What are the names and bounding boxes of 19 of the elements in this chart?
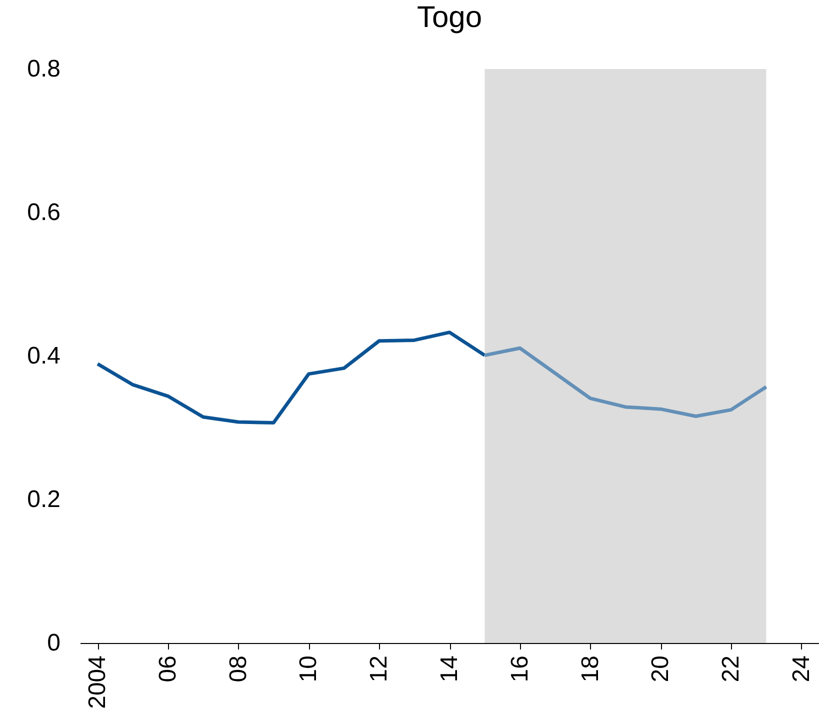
- x-tick-label: 2004: [84, 656, 112, 709]
- x-tick-label: 08: [224, 656, 252, 682]
- line-series: [482, 346, 768, 418]
- y-tick-label: 0.2: [27, 486, 60, 513]
- x-tick-label: 24: [788, 656, 815, 682]
- x-tick-label: 20: [647, 656, 674, 682]
- x-tick-label: 06: [154, 656, 182, 682]
- y-tick-label: 0.4: [27, 342, 60, 370]
- x-tick-label: 12: [366, 656, 393, 682]
- line-series: [96, 330, 486, 424]
- y-tick-label: 0.6: [27, 199, 60, 226]
- x-tick-label: 16: [506, 656, 534, 682]
- x-tick-label: 14: [436, 656, 463, 682]
- y-tick-label: 0.8: [27, 56, 60, 82]
- chart-title: Togo: [416, 1, 482, 34]
- x-tick-label: 18: [576, 656, 604, 682]
- y-tick-label: 0: [47, 630, 60, 656]
- x-tick-label: 10: [295, 656, 322, 682]
- x-tick-label: 22: [718, 656, 745, 682]
